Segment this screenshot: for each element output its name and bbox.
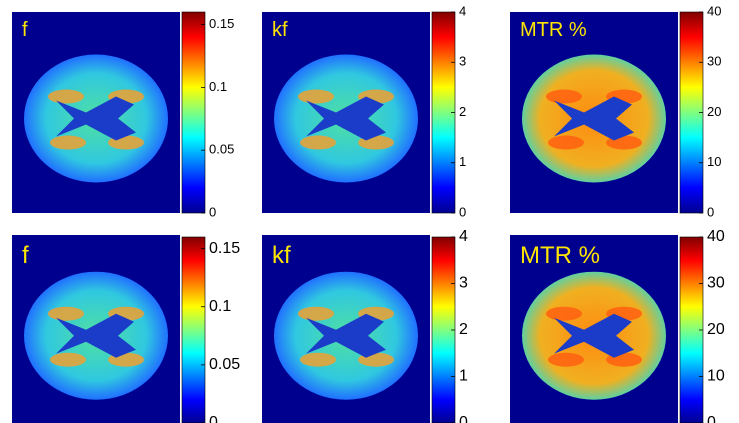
colorbar-tick-label: 0.1 <box>209 79 227 94</box>
panel-label: kf <box>272 242 291 269</box>
colorbar-tick-label: 3 <box>459 275 468 292</box>
colorbar-tick-label: 20 <box>707 104 721 119</box>
panel-label: f <box>22 19 28 41</box>
panel-label: f <box>22 242 29 269</box>
colorbar-tick-label: 0.15 <box>209 240 240 257</box>
tissue <box>546 90 582 104</box>
panel-label: MTR % <box>520 19 587 41</box>
tissue <box>298 307 334 321</box>
tissue <box>48 90 84 104</box>
tissue <box>298 90 334 104</box>
tissue <box>548 353 584 367</box>
tissue <box>50 136 86 150</box>
colorbar-tick-label: 4 <box>459 228 468 245</box>
colorbar-tick-label: 0 <box>707 204 714 219</box>
panel: MTR % 0 10 20 30 40 <box>510 3 721 219</box>
tissue <box>548 136 584 150</box>
tissue <box>300 136 336 150</box>
colorbar-tick-label: 0 <box>459 414 468 423</box>
panel-label: kf <box>272 19 288 41</box>
figure: f00.050.10.15kf01234MTR %010203040f00.05… <box>0 0 739 423</box>
colorbar-tick-label: 10 <box>707 154 721 169</box>
panel: f 0 0.05 0.1 0.15 <box>12 235 240 423</box>
tissue <box>546 307 582 321</box>
colorbar-tick-label: 4 <box>459 3 466 18</box>
colorbar-tick-label: 10 <box>707 368 725 385</box>
colorbar <box>182 237 205 423</box>
colorbar-tick-label: 0 <box>707 414 716 423</box>
panel: MTR % 0 10 20 30 40 <box>510 228 725 423</box>
tissue <box>300 353 336 367</box>
colorbar-tick-label: 40 <box>707 228 725 245</box>
colorbar-tick-label: 2 <box>459 321 468 338</box>
colorbar-tick-label: 1 <box>459 368 468 385</box>
panel-label: MTR % <box>520 242 600 269</box>
panel: f 0 0.05 0.1 0.15 <box>12 12 234 219</box>
colorbar-tick-label: 0 <box>209 414 218 423</box>
colorbar-tick-label: 0.05 <box>209 356 240 373</box>
colorbar-tick-label: 0.15 <box>209 16 234 31</box>
colorbar <box>182 12 205 213</box>
colorbar-tick-label: 20 <box>707 321 725 338</box>
panel: kf 0 1 2 3 4 <box>262 3 466 219</box>
tissue <box>50 353 86 367</box>
colorbar-tick-label: 3 <box>459 54 466 69</box>
colorbar-tick-label: 0.05 <box>209 142 234 157</box>
colorbar-tick-label: 30 <box>707 275 725 292</box>
colorbar-tick-label: 1 <box>459 154 466 169</box>
colorbar-tick-label: 2 <box>459 104 466 119</box>
colorbar-tick-label: 40 <box>707 3 721 18</box>
colorbar-tick-label: 30 <box>707 54 721 69</box>
panel: kf 0 1 2 3 4 <box>262 228 468 423</box>
tissue <box>48 307 84 321</box>
colorbar-tick-label: 0.1 <box>209 298 231 315</box>
colorbar-tick-label: 0 <box>459 204 466 219</box>
colorbar-tick-label: 0 <box>209 204 216 219</box>
